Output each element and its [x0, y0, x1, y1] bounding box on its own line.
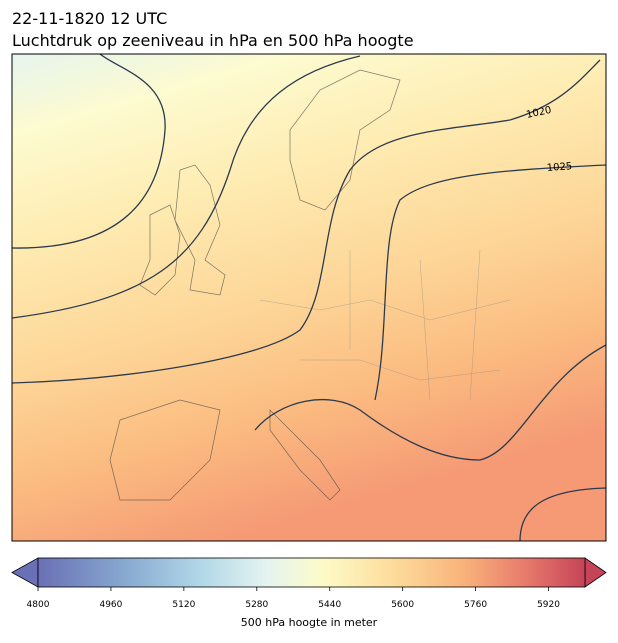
colorbar-tick-label: 5920: [537, 600, 560, 610]
colorbar-extend-min: [11, 557, 39, 588]
colorbar-tick-label: 4960: [99, 600, 122, 610]
colorbar-label: 500 hPa hoogte in meter: [241, 616, 378, 629]
colorbar-tick-label: 5280: [245, 600, 268, 610]
isobar: [254, 344, 606, 461]
colorbar-tick-label: 5120: [172, 600, 195, 610]
colorbar-tick-label: 4800: [27, 600, 50, 610]
contour-label: 1020: [525, 105, 552, 121]
coastline: [109, 69, 401, 501]
height-field: [12, 54, 606, 541]
colorbar-extend-max: [584, 557, 607, 588]
colorbar-tick-label: 5760: [464, 600, 487, 610]
isobar: [12, 54, 166, 249]
title: 22-11-1820 12 UTC: [12, 9, 167, 28]
colorbar: [11, 557, 607, 588]
isobar: [12, 59, 601, 384]
map: 1020 1025: [12, 54, 606, 541]
contour-label: 1025: [546, 161, 572, 174]
colorbar-tick-label: 5440: [318, 600, 341, 610]
map-frame: [11, 53, 607, 542]
colorbar-bar: [37, 557, 586, 588]
isobar: [12, 55, 361, 319]
colorbar-tick-label: 5600: [391, 600, 414, 610]
isobar: [519, 487, 606, 541]
isobar: [374, 164, 606, 401]
country-border: [259, 249, 511, 401]
subtitle: Luchtdruk op zeeniveau in hPa en 500 hPa…: [12, 31, 414, 50]
